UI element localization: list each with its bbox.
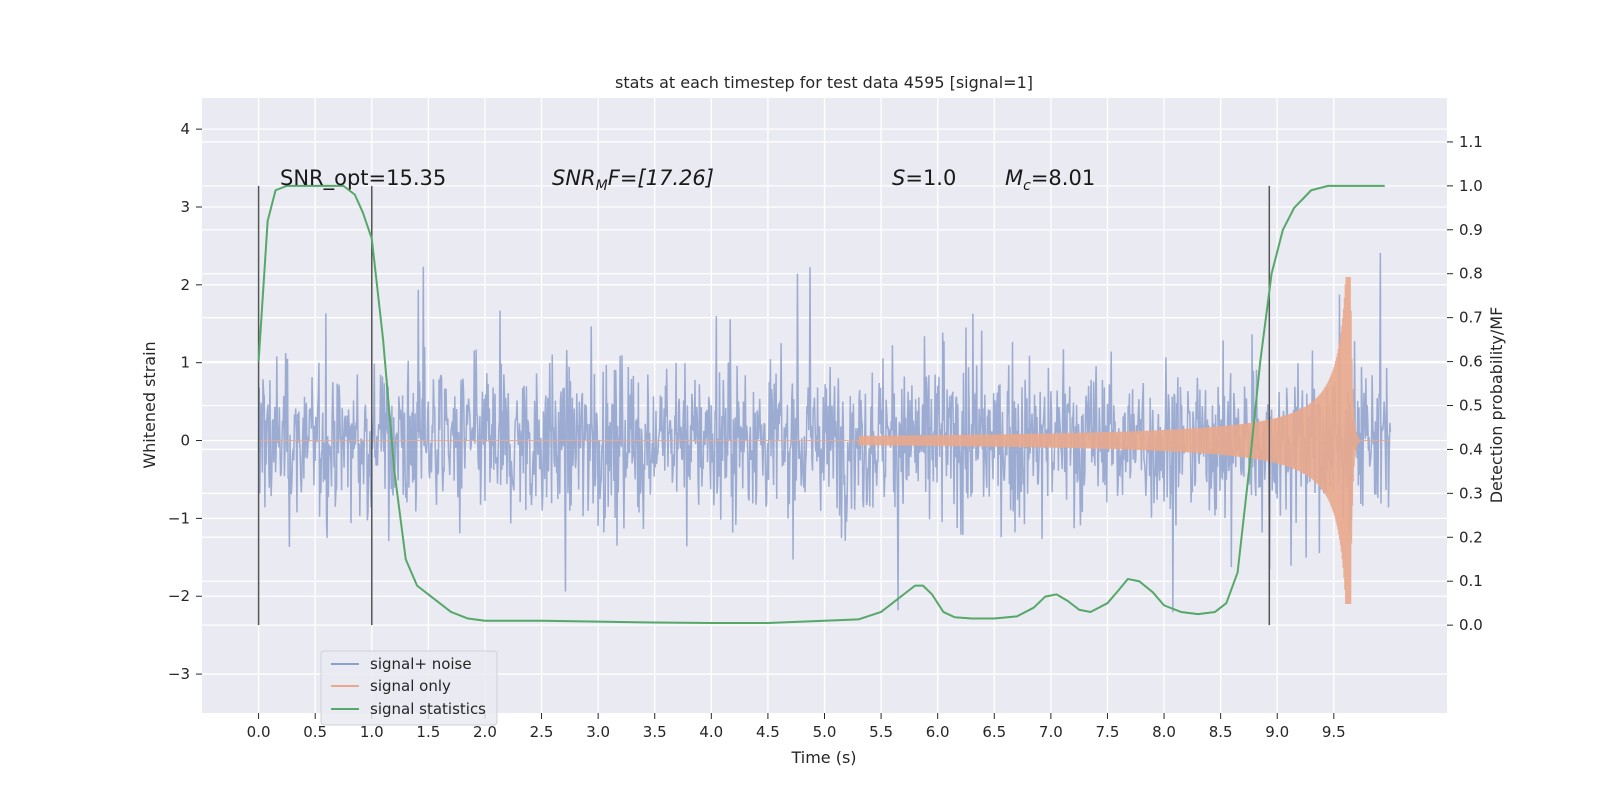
y2-tick-label: 0.6 (1459, 353, 1483, 371)
noise-line (257, 252, 1392, 613)
x-tick-label: 5.0 (813, 723, 837, 741)
x-ticks: 0.0 0.5 1.0 1.5 2.0 2.5 3.0 3.5 4.0 4.5 5.0 5.5 6.0 6… (247, 713, 1346, 741)
snr-mf-rest: F=[17.26] (608, 166, 714, 190)
y-tick-label: 4 (180, 120, 190, 138)
legend-label-noise: signal+ noise (370, 655, 472, 673)
x-tick-label: 7.0 (1039, 723, 1063, 741)
y-tick-label: −3 (168, 665, 190, 683)
y2-tick-label: 0.7 (1459, 309, 1483, 327)
vertical-markers (257, 185, 1271, 626)
y2-tick-label: 0.2 (1459, 528, 1483, 546)
y2-tick-label: 0.5 (1459, 397, 1483, 415)
y2-tick-label: 0.9 (1459, 221, 1483, 239)
y2-tick-label: 0.1 (1459, 572, 1483, 590)
x-tick-label: 8.5 (1209, 723, 1233, 741)
mc-value: =8.01 (1031, 166, 1095, 190)
x-tick-label: 3.5 (643, 723, 667, 741)
y-tick-label: 3 (180, 198, 190, 216)
y2-tick-label: 1.0 (1459, 177, 1483, 195)
mc-base: M (1005, 166, 1023, 190)
x-tick-label: 5.5 (869, 723, 893, 741)
x-axis-label: Time (s) (790, 748, 856, 767)
y2-tick-label: 0.0 (1459, 616, 1483, 634)
signal-noise-series (257, 252, 1392, 613)
x-tick-label: 8.0 (1152, 723, 1176, 741)
x-tick-label: 0.0 (247, 723, 271, 741)
y2-tick-label: 1.1 (1459, 133, 1483, 151)
signal-statistics-series (257, 184, 1385, 624)
chart-title: stats at each timestep for test data 459… (615, 73, 1033, 92)
y-tick-label: 2 (180, 276, 190, 294)
x-tick-label: 9.5 (1322, 723, 1346, 741)
legend-label-signal: signal only (370, 677, 451, 695)
y2-ticks: 1.1 1.0 0.9 0.8 0.7 0.6 0.5 0.4 0.3 0.2 0.1 0.0 (1447, 133, 1483, 634)
x-tick-label: 1.0 (360, 723, 384, 741)
y-axis-label: Whitened strain (140, 341, 159, 468)
signal-only-series (258, 277, 1391, 605)
x-tick-label: 0.5 (303, 723, 327, 741)
y2-tick-label: 0.4 (1459, 440, 1483, 458)
annotation-snr-opt: SNR_opt=15.35 (280, 166, 446, 191)
legend: signal+ noise signal only signal statist… (320, 650, 498, 726)
annotation-mc: Mc=8.01 (1005, 166, 1095, 194)
x-tick-label: 2.0 (473, 723, 497, 741)
s-label: S (892, 166, 905, 190)
x-tick-label: 9.0 (1265, 723, 1289, 741)
s-value: =1.0 (905, 166, 956, 190)
x-tick-label: 6.5 (982, 723, 1006, 741)
snr-mf-sub: M (596, 178, 608, 194)
y-tick-label: 0 (180, 432, 190, 450)
snr-mf-base: SNR (552, 166, 596, 190)
y2-axis-label: Detection probability/MF (1487, 307, 1506, 504)
legend-box (320, 650, 498, 726)
y2-tick-label: 0.8 (1459, 265, 1483, 283)
legend-label-stats: signal statistics (370, 700, 486, 718)
mc-sub: c (1023, 178, 1031, 194)
stats-line (257, 184, 1385, 624)
x-tick-label: 4.0 (699, 723, 723, 741)
y2-tick-label: 0.3 (1459, 484, 1483, 502)
y-tick-label: −1 (168, 509, 190, 527)
annotation-s: S=1.0 (892, 166, 956, 190)
signal-line (258, 277, 1391, 605)
y-tick-label: 1 (180, 354, 190, 372)
y-ticks: 4 3 2 1 0 −1 −2 −3 (168, 120, 202, 683)
y-tick-label: −2 (168, 587, 190, 605)
x-tick-label: 4.5 (756, 723, 780, 741)
x-tick-label: 3.0 (586, 723, 610, 741)
x-tick-label: 1.5 (416, 723, 440, 741)
annotation-snr-mf: SNRMF=[17.26] (552, 166, 714, 194)
x-tick-label: 7.5 (1096, 723, 1120, 741)
x-tick-label: 2.5 (530, 723, 554, 741)
x-tick-label: 6.0 (926, 723, 950, 741)
